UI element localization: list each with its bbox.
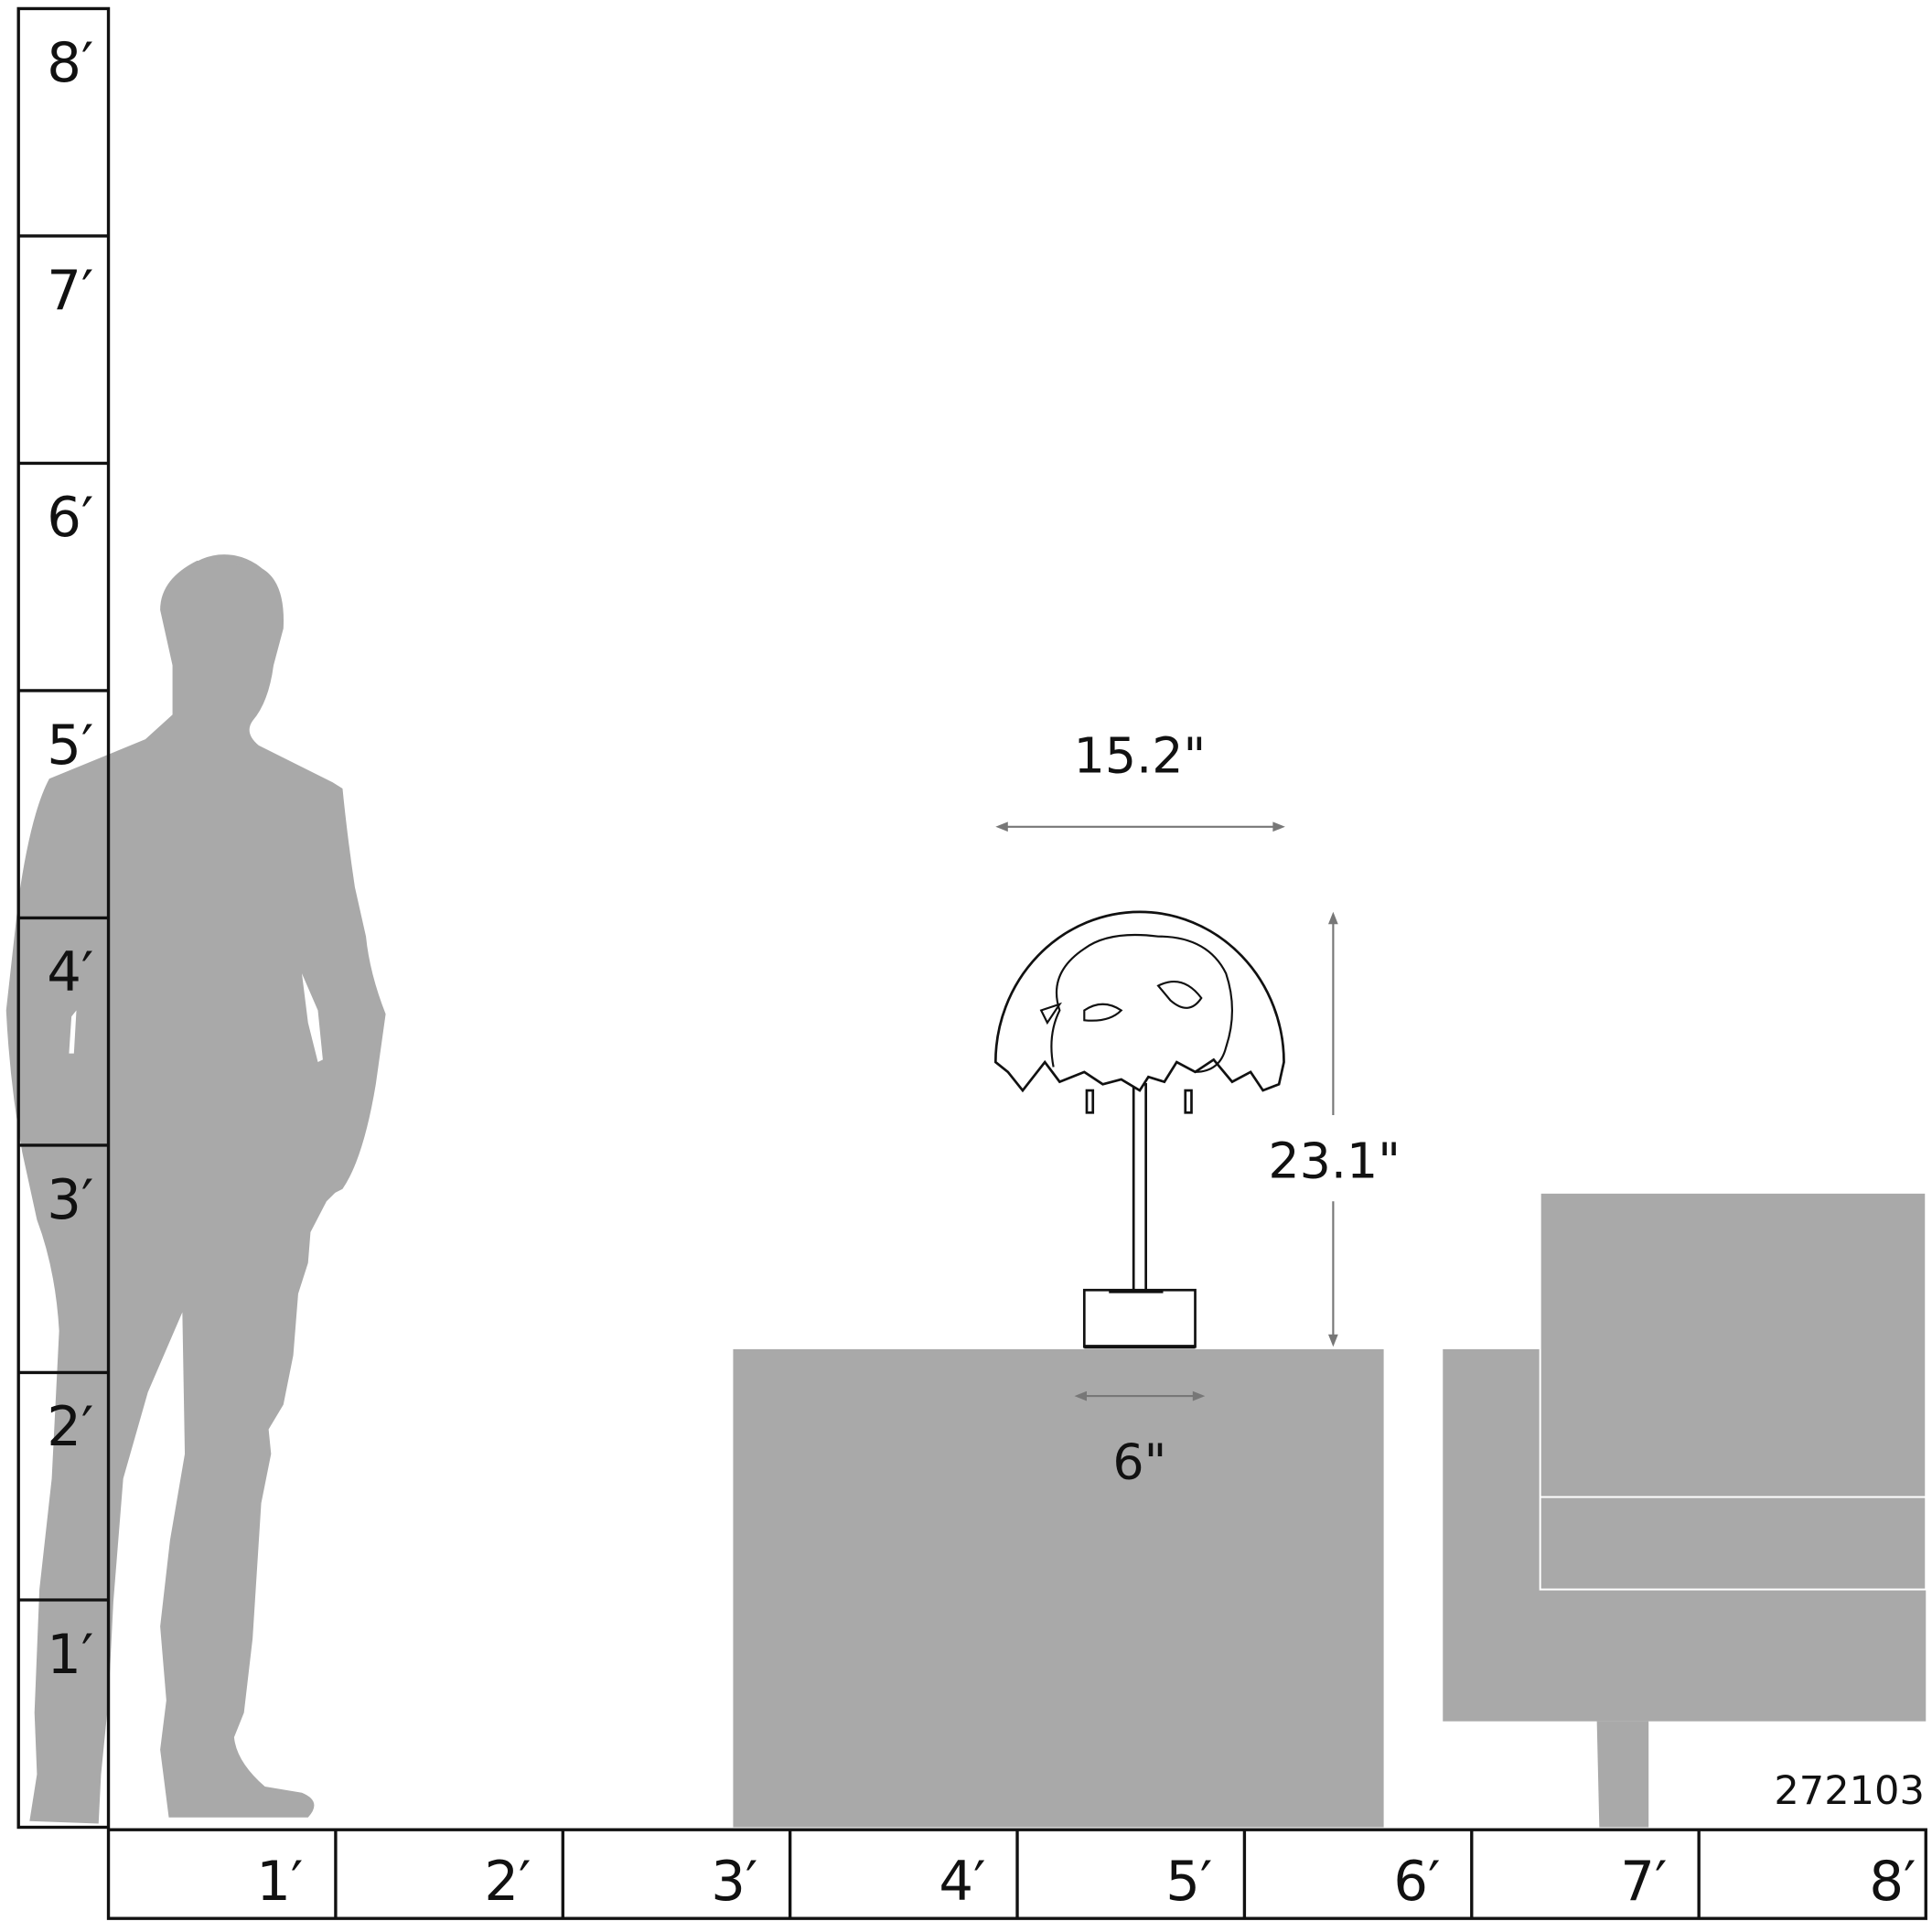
base-width-label: 6"	[1112, 1433, 1166, 1490]
table-lamp	[993, 910, 1285, 1349]
dimension-shade-width: 15.2"	[995, 727, 1285, 832]
horizontal-ruler-label: 2′	[484, 1850, 531, 1913]
horizontal-ruler-label: 8′	[1869, 1850, 1916, 1913]
vertical-ruler-label: 4′	[47, 940, 93, 1004]
vertical-ruler-label: 2′	[47, 1395, 93, 1458]
armchair	[1443, 1191, 1927, 1828]
horizontal-ruler-label: 3′	[711, 1850, 757, 1913]
person-silhouette	[5, 554, 386, 1824]
vertical-ruler-label: 6′	[47, 486, 93, 549]
overall-height-label: 23.1"	[1268, 1132, 1401, 1190]
vertical-ruler-label: 7′	[47, 259, 93, 322]
vertical-ruler-label: 5′	[47, 714, 93, 777]
horizontal-ruler-label: 1′	[256, 1850, 303, 1913]
shade-width-label: 15.2"	[1074, 727, 1207, 785]
horizontal-ruler-label: 5′	[1165, 1850, 1212, 1913]
horizontal-ruler: 1′ 2′ 3′ 4′ 5′ 6′ 7′ 8′	[106, 1828, 1927, 1920]
vertical-ruler-label: 3′	[47, 1168, 93, 1231]
product-code: 272103	[1774, 1768, 1925, 1814]
horizontal-ruler-label: 6′	[1393, 1850, 1440, 1913]
vertical-ruler-label: 1′	[47, 1623, 93, 1686]
vertical-ruler: 8′ 7′ 6′ 5′ 4′ 3′ 2′ 1′	[16, 6, 111, 1830]
horizontal-ruler-label: 4′	[939, 1850, 985, 1913]
dimension-base-width: 6"	[1074, 1390, 1206, 1490]
horizontal-ruler-label: 7′	[1620, 1850, 1667, 1913]
vertical-ruler-label: 8′	[47, 31, 93, 94]
side-table	[733, 1348, 1384, 1828]
dimension-overall-height: 23.1"	[1268, 911, 1401, 1347]
